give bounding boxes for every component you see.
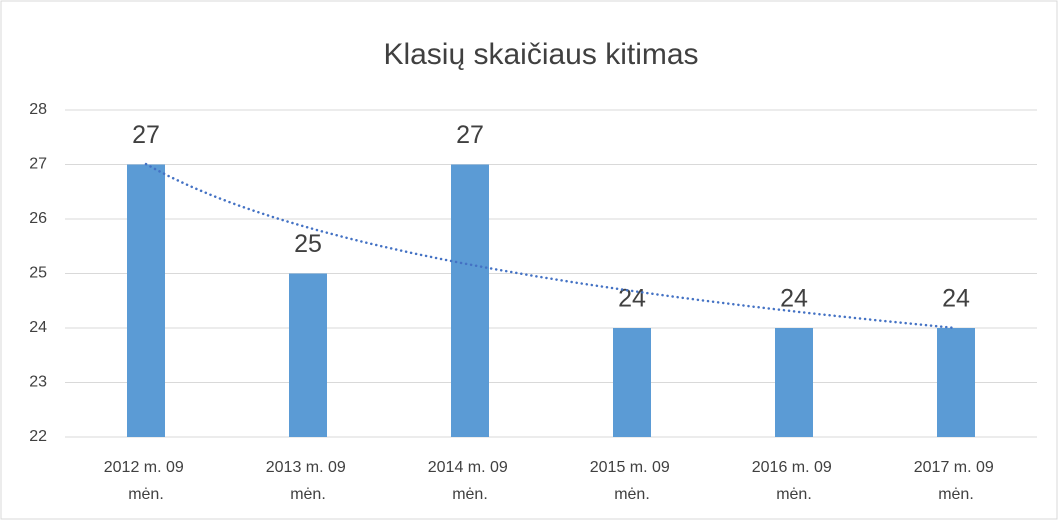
x-tick-line: mėn. (452, 486, 488, 503)
x-tick-line: 2016 m. 09 (752, 459, 837, 476)
bar (289, 273, 327, 437)
x-tick-label: 2014 m. 09 mėn. (428, 459, 513, 503)
x-tick-line: mėn. (776, 486, 812, 503)
x-tick-line: mėn. (128, 486, 164, 503)
x-tick-line: 2014 m. 09 (428, 459, 513, 476)
data-label: 27 (456, 121, 484, 149)
x-tick-label: 2015 m. 09 mėn. (590, 459, 675, 503)
data-label: 24 (780, 285, 808, 313)
y-tick-label: 27 (29, 156, 47, 173)
data-label: 27 (132, 121, 160, 149)
y-tick-label: 25 (29, 265, 47, 282)
x-tick-line: 2017 m. 09 (914, 459, 999, 476)
x-tick-label: 2017 m. 09 mėn. (914, 459, 999, 503)
bar (613, 328, 651, 437)
x-tick-line: 2015 m. 09 (590, 459, 675, 476)
bar (775, 328, 813, 437)
x-tick-label: 2012 m. 09 mėn. (104, 459, 189, 503)
x-tick-label: 2013 m. 09 mėn. (266, 459, 351, 503)
bar (127, 164, 165, 437)
data-label: 25 (294, 230, 322, 258)
x-tick-line: mėn. (938, 486, 974, 503)
y-tick-label: 28 (29, 101, 47, 118)
x-tick-line: mėn. (290, 486, 326, 503)
x-tick-line: mėn. (614, 486, 650, 503)
y-tick-label: 22 (29, 428, 47, 445)
x-tick-label: 2016 m. 09 mėn. (752, 459, 837, 503)
data-label: 24 (942, 285, 970, 313)
y-tick-label: 24 (29, 319, 47, 336)
chart-title: Klasių skaičiaus kitimas (383, 38, 698, 71)
x-tick-line: 2012 m. 09 (104, 459, 189, 476)
bar (451, 164, 489, 437)
bar (937, 328, 975, 437)
y-tick-label: 23 (29, 374, 47, 391)
trendline (144, 162, 958, 330)
x-tick-line: 2013 m. 09 (266, 459, 351, 476)
y-tick-label: 26 (29, 210, 47, 227)
